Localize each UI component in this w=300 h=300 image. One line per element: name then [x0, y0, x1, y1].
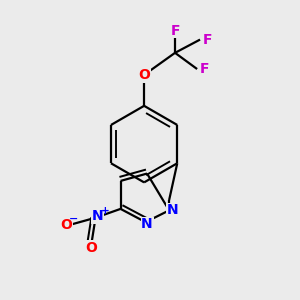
Text: N: N	[92, 209, 104, 223]
Text: F: F	[203, 33, 212, 46]
Text: O: O	[85, 241, 97, 255]
Text: N: N	[141, 218, 153, 232]
Text: F: F	[200, 62, 209, 76]
Text: O: O	[60, 218, 72, 232]
Text: F: F	[170, 24, 180, 38]
Text: +: +	[101, 206, 110, 216]
Text: N: N	[167, 203, 178, 218]
Text: −: −	[69, 214, 78, 224]
Text: O: O	[138, 68, 150, 82]
